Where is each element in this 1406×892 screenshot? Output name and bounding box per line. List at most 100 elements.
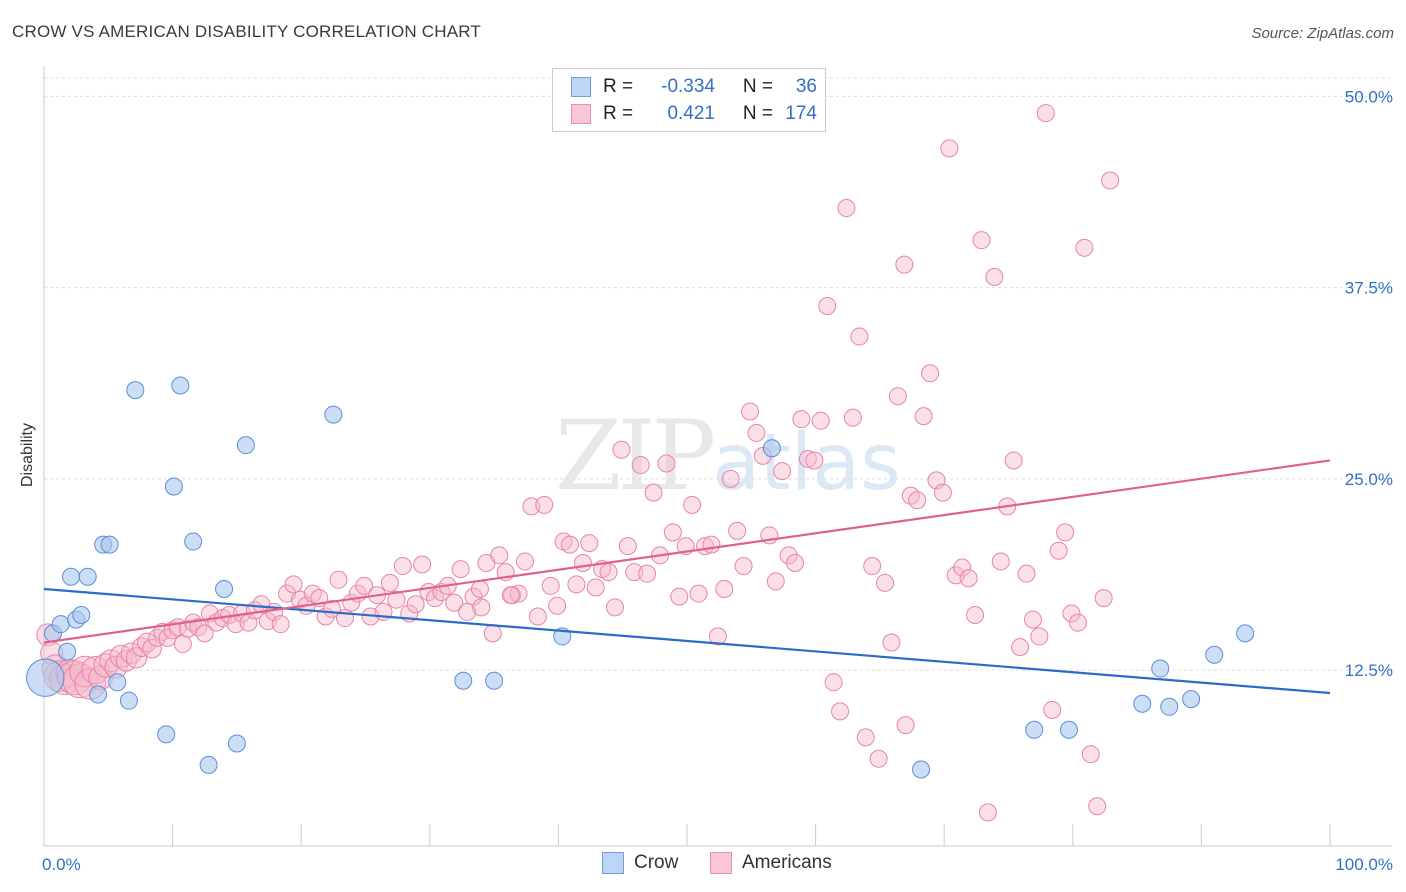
crow-point [51, 615, 70, 634]
americans-point [195, 624, 214, 643]
legend-r-value: 0.421 [667, 103, 715, 124]
y-tick-label: 12.5% [1345, 661, 1393, 680]
americans-point [689, 584, 708, 603]
americans-point [863, 557, 882, 576]
americans-point [1068, 613, 1087, 632]
legend-n-value: 36 [795, 76, 817, 97]
americans-point [163, 621, 182, 640]
legend-n-label: N = [742, 76, 773, 97]
americans-point [728, 521, 747, 540]
crow-point [1160, 697, 1179, 716]
americans-point [914, 407, 933, 426]
americans-point [741, 402, 760, 421]
americans-point [173, 635, 192, 654]
americans-point [1075, 238, 1094, 257]
americans-point [663, 523, 682, 542]
americans-point [1043, 700, 1062, 719]
crow-point [100, 535, 119, 554]
americans-point [567, 575, 586, 594]
x-tick-label: 0.0% [42, 855, 81, 874]
americans-point [805, 451, 824, 470]
americans-point [856, 728, 875, 747]
x-tick-label: 100.0% [1335, 855, 1393, 874]
crow-point [912, 760, 931, 779]
americans-point [850, 327, 869, 346]
americans-point [380, 573, 399, 592]
americans-point [1062, 604, 1081, 623]
americans-point [670, 587, 689, 606]
americans-point [824, 673, 843, 692]
legend-r-label: R = [603, 76, 634, 97]
americans-point [895, 255, 914, 274]
crow-point [108, 673, 127, 692]
americans-point [1101, 171, 1120, 190]
americans-point [148, 628, 167, 647]
crow-point [1059, 720, 1078, 739]
americans-point [413, 555, 432, 574]
americans-point [599, 563, 618, 582]
americans-point [773, 462, 792, 481]
americans-point [1023, 610, 1042, 629]
americans-point [972, 231, 991, 250]
americans-point [355, 576, 374, 595]
americans-point [458, 602, 477, 621]
americans-point [831, 702, 850, 721]
americans-point [966, 605, 985, 624]
crow-point [157, 725, 176, 744]
americans-point [69, 655, 101, 688]
legend-americans-label: Americans [742, 852, 832, 873]
crow-point [171, 376, 190, 395]
americans-point [1030, 627, 1049, 646]
americans-point [818, 296, 837, 315]
americans-point [137, 632, 157, 653]
crow-trend-line [43, 587, 1331, 695]
americans-point [896, 716, 915, 735]
legend-r-value: -0.334 [661, 76, 715, 97]
crow-point [199, 755, 218, 774]
crow-point [164, 477, 183, 496]
americans-point [888, 387, 907, 406]
crow-point [485, 671, 504, 690]
americans-point [406, 595, 425, 614]
crow-point [1236, 624, 1255, 643]
americans-point [901, 486, 920, 505]
crow-point [324, 405, 343, 424]
americans-point [1011, 638, 1030, 657]
americans-point [921, 364, 940, 383]
americans-point [953, 558, 972, 577]
americans-point [837, 199, 856, 218]
americans-point [811, 411, 830, 430]
americans-point [1094, 589, 1113, 608]
americans-point [631, 456, 650, 475]
americans-trend-line [43, 459, 1331, 644]
americans-point [1004, 451, 1023, 470]
legend-item-crow: Crow [602, 852, 678, 874]
watermark-zip: ZIP [555, 400, 716, 512]
americans-point [985, 267, 1004, 286]
americans-point [933, 483, 952, 502]
americans-point [618, 537, 637, 556]
americans-point [959, 569, 978, 588]
americans-point [766, 572, 785, 591]
americans-point [1017, 564, 1036, 583]
crow-legend-swatch-icon [602, 852, 624, 874]
crow-point [126, 381, 145, 400]
americans-point [734, 557, 753, 576]
americans-point [472, 598, 491, 617]
americans-point [573, 553, 592, 572]
americans-point [605, 598, 624, 617]
americans-point [329, 570, 348, 589]
y-tick-label: 37.5% [1345, 279, 1393, 298]
crow-point [119, 691, 138, 710]
americans-point [612, 440, 631, 459]
americans-point [876, 573, 895, 592]
americans-point [708, 627, 727, 646]
americans-point [882, 633, 901, 652]
crow-point [1151, 659, 1170, 678]
americans-point [535, 495, 554, 514]
americans-point [580, 534, 599, 553]
americans-point [786, 553, 805, 572]
americans-point [869, 749, 888, 768]
crow-point [454, 671, 473, 690]
